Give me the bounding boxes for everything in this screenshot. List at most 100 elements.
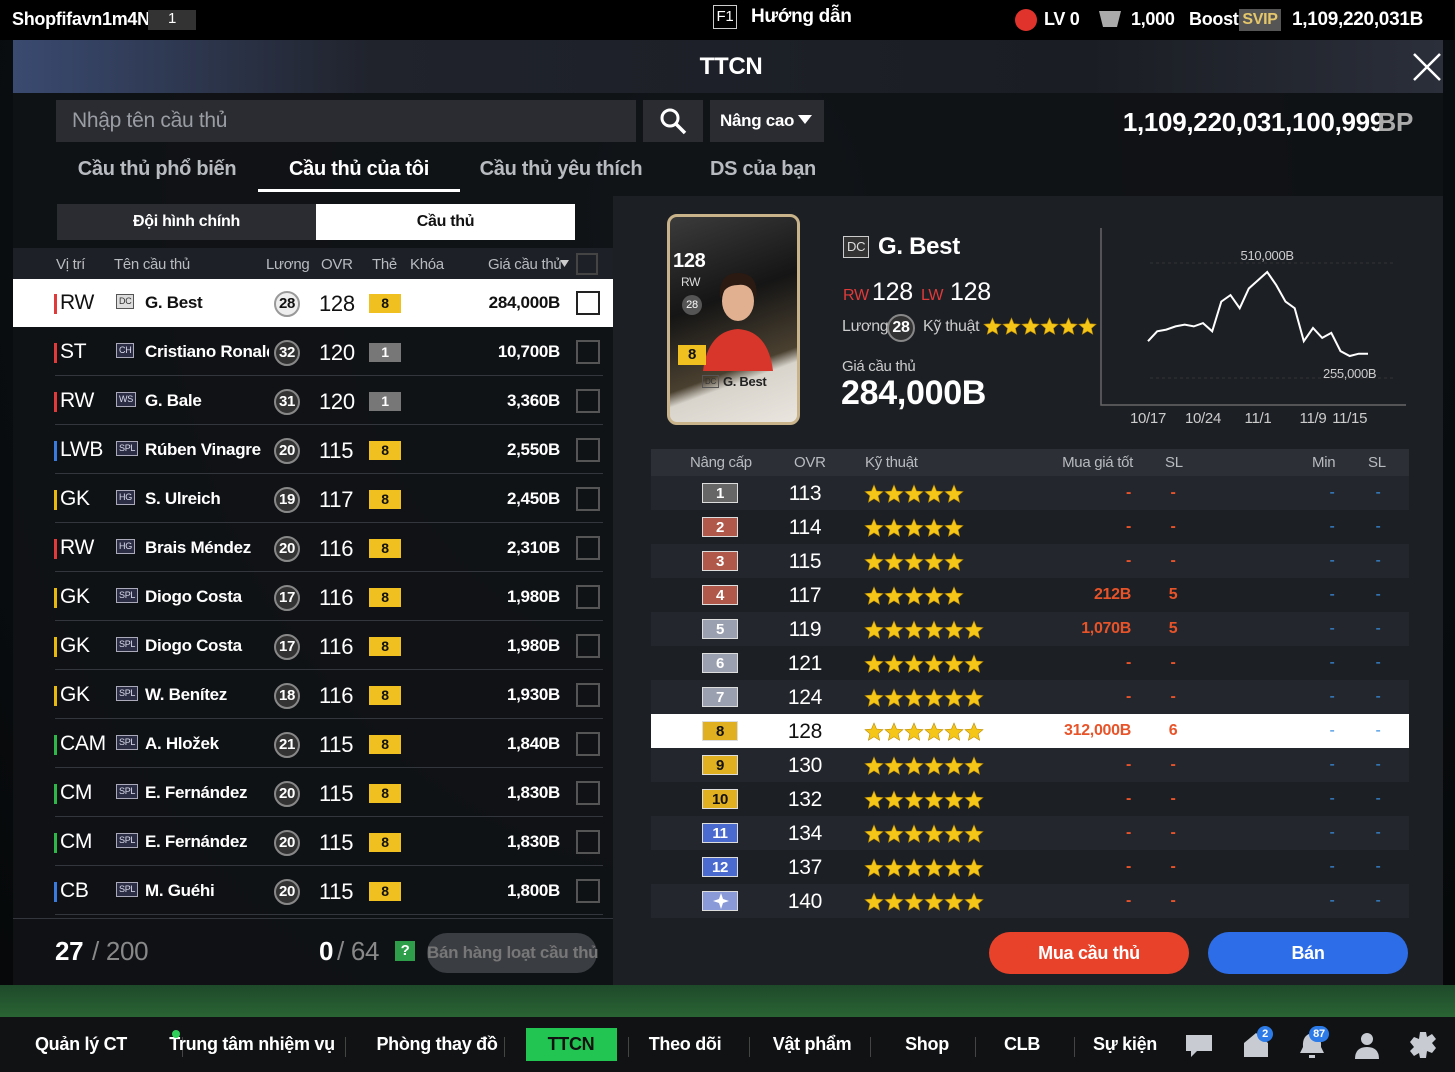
- bp-unit: BP: [1377, 107, 1413, 137]
- nav-item[interactable]: Sự kiện: [1093, 1034, 1157, 1054]
- player-row[interactable]: [55, 818, 603, 866]
- min-qty: -: [1375, 518, 1381, 535]
- buy-button[interactable]: Mua cầu thủ: [989, 932, 1189, 974]
- min-price: -: [1329, 620, 1335, 637]
- guide-link[interactable]: Hướng dẫn: [751, 6, 852, 27]
- subtab[interactable]: Đội hình chính: [57, 204, 316, 240]
- close-button: [1413, 53, 1441, 81]
- nav-item[interactable]: Theo dõi: [648, 1034, 722, 1054]
- salary: 20: [274, 536, 300, 562]
- star: [924, 654, 944, 673]
- card-level: 1: [369, 343, 401, 362]
- username: Shopfifavn1m4N: [12, 9, 150, 29]
- salary: 18: [274, 683, 300, 709]
- position-bar: [54, 833, 57, 853]
- table-header: [13, 248, 613, 279]
- nav-divider: [974, 1037, 976, 1057]
- row-checkbox[interactable]: [576, 683, 600, 707]
- star: [884, 688, 904, 707]
- player-row[interactable]: [55, 769, 603, 817]
- star: [944, 892, 964, 911]
- player-row[interactable]: [55, 328, 603, 376]
- row-checkbox[interactable]: [576, 536, 600, 560]
- row-checkbox[interactable]: [576, 340, 600, 364]
- row-checkbox[interactable]: [576, 585, 600, 609]
- player-row[interactable]: [55, 867, 603, 915]
- star: [964, 892, 984, 911]
- tab[interactable]: DS của bạn: [710, 158, 816, 180]
- player-name: S. Ulreich: [145, 489, 221, 508]
- star: [904, 756, 924, 775]
- row-checkbox[interactable]: [576, 487, 600, 511]
- player-row[interactable]: [55, 377, 603, 425]
- player-row[interactable]: [55, 720, 603, 768]
- player-row[interactable]: [55, 475, 603, 523]
- star: [904, 892, 924, 911]
- price: 2,550B: [506, 440, 560, 459]
- star: [864, 892, 884, 911]
- star: [924, 552, 944, 571]
- player-row[interactable]: [55, 573, 603, 621]
- nav-item[interactable]: TTCN: [547, 1034, 595, 1054]
- nav-item[interactable]: Shop: [905, 1034, 949, 1054]
- season-badge: SPL: [116, 833, 139, 848]
- row-checkbox[interactable]: [576, 830, 600, 854]
- tab[interactable]: Cầu thủ của tôi: [289, 158, 429, 180]
- bulk-sell-button[interactable]: Bán hàng loạt cầu thủ: [427, 933, 599, 973]
- nav-active: [526, 1028, 617, 1061]
- tab[interactable]: Cầu thủ phổ biến: [77, 158, 237, 180]
- star: [884, 552, 904, 571]
- star-rating: [864, 654, 984, 673]
- star: [884, 586, 904, 605]
- min-price: -: [1329, 518, 1335, 535]
- star: [884, 790, 904, 809]
- level-icon: [1015, 9, 1037, 31]
- search-input[interactable]: Nhập tên cầu thủ: [56, 100, 636, 142]
- star: [884, 484, 904, 503]
- star: [904, 858, 924, 877]
- nav-item[interactable]: Vật phẩm: [772, 1034, 852, 1054]
- select-all-checkbox[interactable]: [576, 253, 598, 275]
- star-rating: [864, 756, 984, 775]
- subtab[interactable]: Cầu thủ: [316, 204, 575, 240]
- level: LV 0: [1044, 9, 1080, 29]
- price-label: Giá cầu thủ: [842, 358, 916, 375]
- player-row[interactable]: [55, 622, 603, 670]
- nav-item[interactable]: Trung tâm nhiệm vụ: [169, 1034, 335, 1054]
- player-row[interactable]: [55, 524, 603, 572]
- position: GK: [60, 683, 90, 706]
- salary: 17: [274, 585, 300, 611]
- level-badge: [702, 891, 738, 911]
- balance: 1,109,220,031B: [1292, 9, 1424, 30]
- advanced-button[interactable]: Nâng cao: [710, 100, 824, 142]
- row-checkbox[interactable]: [576, 879, 600, 903]
- row-checkbox[interactable]: [576, 291, 600, 315]
- price-line: [1147, 270, 1368, 358]
- player-row[interactable]: [55, 671, 603, 719]
- row-checkbox[interactable]: [576, 389, 600, 413]
- row-checkbox[interactable]: [576, 438, 600, 462]
- tab[interactable]: Cầu thủ yêu thích: [479, 158, 643, 180]
- card-position: RW: [681, 275, 701, 289]
- star: [884, 722, 904, 741]
- search-button[interactable]: [643, 100, 703, 142]
- nav-item[interactable]: CLB: [1003, 1034, 1041, 1054]
- help-button[interactable]: ?: [395, 941, 415, 961]
- coin-shape: [1099, 11, 1121, 27]
- row-checkbox[interactable]: [576, 634, 600, 658]
- row-checkbox[interactable]: [576, 732, 600, 756]
- min-price: -: [1329, 586, 1335, 603]
- star: [864, 586, 884, 605]
- nav-item[interactable]: Quản lý CT: [34, 1034, 127, 1054]
- position: GK: [60, 634, 90, 657]
- star: [904, 620, 924, 639]
- player-count: 27: [55, 936, 84, 966]
- player-row[interactable]: [13, 279, 613, 327]
- position-bar: [54, 735, 57, 755]
- nav-item[interactable]: Phòng thay đồ: [376, 1034, 498, 1054]
- row-checkbox[interactable]: [576, 781, 600, 805]
- star-rating: [864, 620, 984, 639]
- player-row[interactable]: [55, 426, 603, 474]
- sell-button[interactable]: Bán: [1208, 932, 1408, 974]
- ovr: 117: [319, 487, 354, 512]
